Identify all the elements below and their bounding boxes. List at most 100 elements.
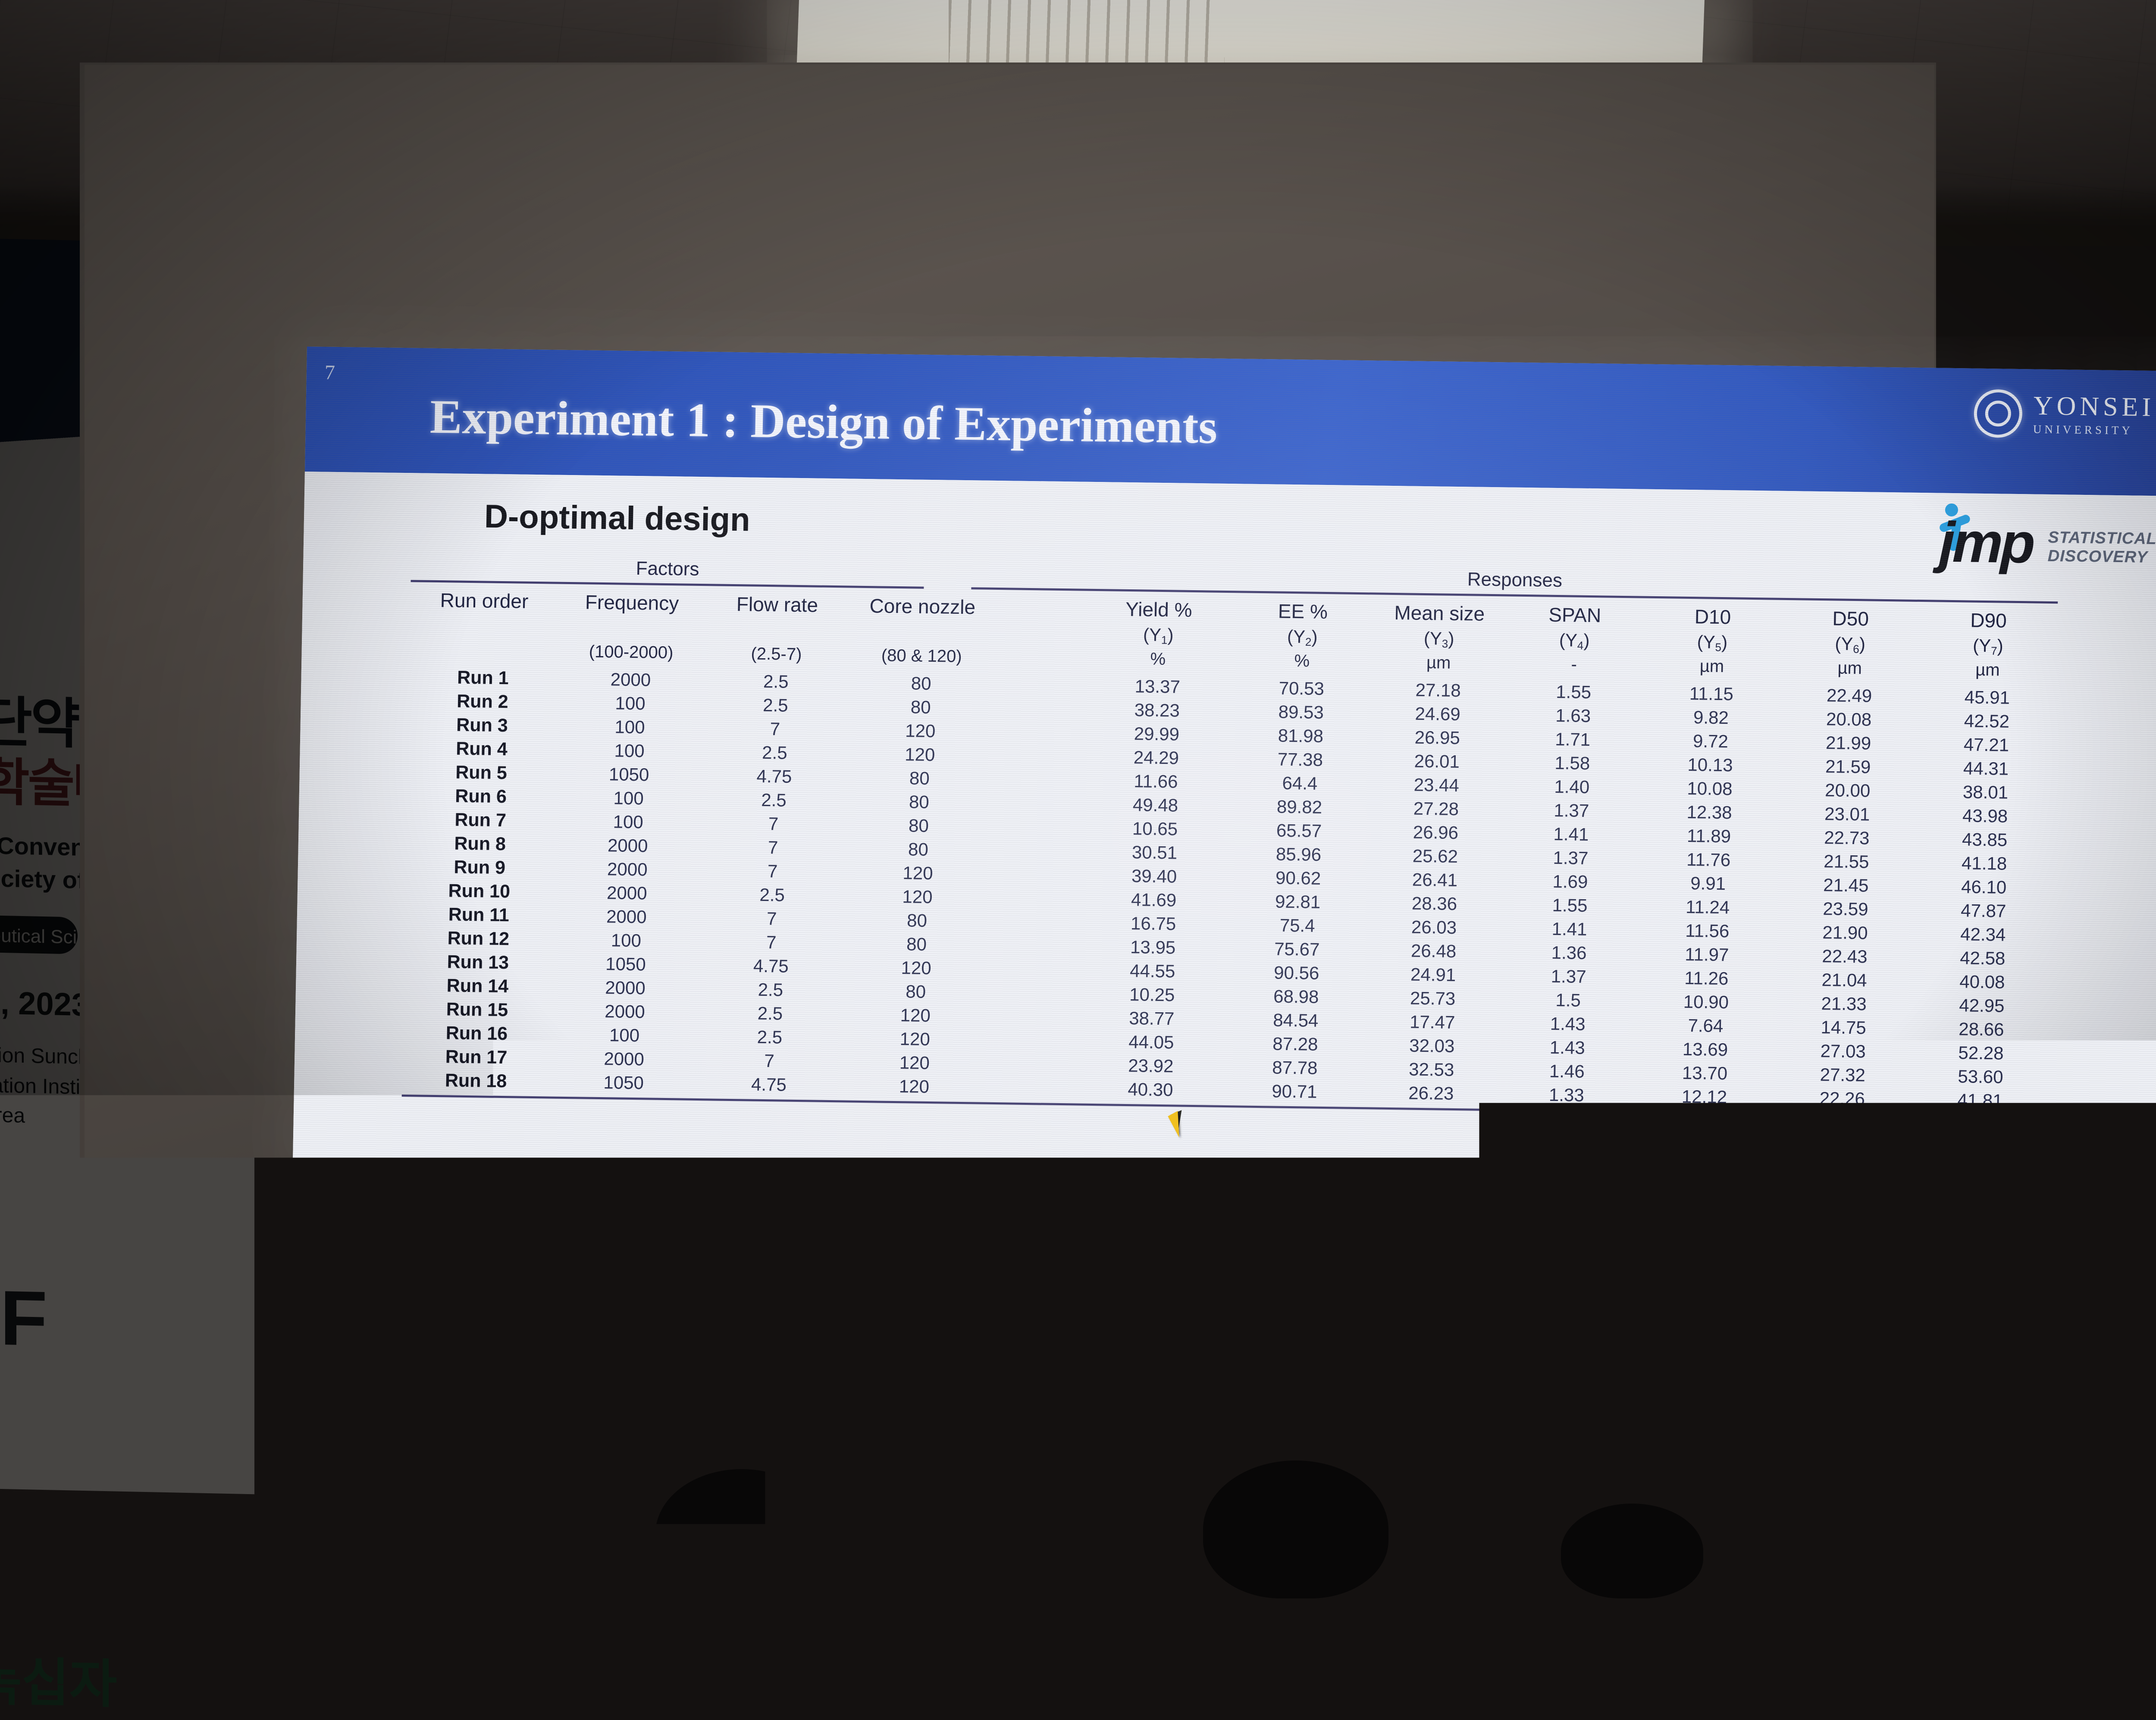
cell-freq: 1050	[549, 1070, 698, 1095]
col-header-mean-size: Mean size	[1373, 594, 1507, 628]
cell-run: Run 6	[407, 784, 555, 809]
cell-mean: 32.53	[1365, 1057, 1498, 1082]
cell-flow: 2.5	[698, 1025, 841, 1050]
cell-d50: 21.45	[1777, 873, 1915, 898]
cell-ee: 75.67	[1227, 937, 1367, 962]
cell-nozzle: 80	[843, 932, 991, 957]
cell-flow: 2.5	[699, 1001, 842, 1026]
cell-d90: 53.60	[1912, 1064, 2050, 1089]
cell-mean: 25.62	[1369, 844, 1502, 869]
cell-d90: 45.91	[1918, 685, 2056, 710]
cell-flow: 2.5	[701, 882, 844, 908]
row-spacer	[990, 910, 1079, 935]
jmp-logo: jmp STATISTICAL DISCOVERY	[1939, 506, 2156, 574]
cell-run: Run 17	[402, 1045, 551, 1070]
unit-mean-size: µm	[1372, 651, 1505, 679]
row-spacer	[994, 720, 1083, 745]
cell-span: 1.71	[1504, 727, 1642, 752]
cell-d50: 22.49	[1780, 683, 1918, 708]
cell-nozzle: 80	[845, 813, 993, 838]
cell-d50: 27.32	[1774, 1062, 1912, 1088]
row-spacer	[991, 862, 1080, 887]
cell-d10: 9.91	[1639, 871, 1777, 896]
cell-nozzle: 80	[845, 789, 993, 815]
cell-d50: 21.99	[1779, 730, 1918, 756]
cell-ee: 90.62	[1228, 866, 1368, 891]
cell-d10: 10.08	[1641, 776, 1779, 801]
cell-d90: 41.18	[1915, 851, 2053, 876]
cell-d90: 42.34	[1914, 922, 2052, 947]
cell-d50: 21.55	[1777, 849, 1916, 874]
cell-ee: 87.28	[1225, 1032, 1366, 1057]
code-spacer	[996, 622, 1085, 647]
cell-flow: 4.75	[702, 764, 846, 789]
cell-yield: 13.95	[1079, 935, 1227, 960]
code-d90: (Y7)	[1919, 634, 2057, 660]
code-mean-size: (Y3)	[1373, 626, 1506, 653]
cell-mean: 32.03	[1365, 1033, 1498, 1059]
row-spacer	[990, 981, 1078, 1006]
cell-d10: 10.13	[1641, 752, 1780, 778]
table-body: Run 1 2000 2.5 80 13.37 70.53 27.18 1.55 11.15 22…	[402, 665, 2056, 1113]
cell-d90: 46.10	[1915, 874, 2053, 900]
footer-conference-name: 2023 Fall International Convention of Th…	[301, 1317, 626, 1364]
cell-d10: 9.82	[1642, 705, 1780, 730]
doe-data-table: Run order Frequency Flow rate Core nozzl…	[402, 582, 2058, 1113]
cell-span: 1.33	[1498, 1082, 1636, 1108]
cell-d90: 42.52	[1918, 708, 2056, 734]
cell-mean: 24.91	[1366, 962, 1500, 988]
cell-d10: 11.89	[1640, 823, 1778, 849]
code-frequency	[558, 616, 706, 643]
cell-run: Run 3	[408, 713, 556, 738]
cell-span: 1.36	[1500, 940, 1638, 966]
cell-ee: 68.98	[1226, 984, 1366, 1010]
cell-nozzle: 80	[844, 837, 993, 862]
slide-title-band: 7 Experiment 1 : Design of Experiments Y…	[305, 347, 2156, 496]
cell-d10: 11.24	[1639, 894, 1777, 920]
cell-flow: 4.75	[699, 954, 843, 979]
cell-run: Run 12	[404, 926, 553, 951]
row-spacer	[989, 1004, 1078, 1029]
left-banner-sponsor-korean: 녹십자	[0, 1639, 117, 1717]
cell-d50: 22.73	[1778, 825, 1916, 851]
cell-flow: 7	[702, 811, 845, 837]
cell-freq: 1050	[552, 951, 700, 977]
doe-table: Factors Responses	[402, 555, 2059, 1118]
cell-yield: 41.69	[1080, 887, 1228, 913]
cell-d90: 47.87	[1914, 898, 2053, 923]
cell-ee: 64.4	[1229, 771, 1370, 796]
cell-flow: 7	[701, 859, 844, 884]
cell-d90: 44.31	[1917, 756, 2055, 781]
audience-head	[655, 1469, 828, 1598]
audience-head	[1561, 1504, 1703, 1598]
row-spacer	[994, 696, 1083, 721]
cell-d90: 38.01	[1916, 779, 2055, 805]
col-spacer	[996, 590, 1085, 623]
cell-flow: 2.5	[699, 977, 842, 1003]
cell-d10: 11.76	[1639, 847, 1778, 873]
col-header-flow-rate: Flow rate	[705, 586, 849, 619]
presentation-slide: 7 Experiment 1 : Design of Experiments Y…	[288, 347, 2156, 1457]
cell-freq: 100	[556, 691, 705, 716]
cell-flow: 7	[703, 716, 846, 742]
code-core-nozzle	[848, 619, 996, 646]
cell-mean: 27.28	[1369, 796, 1503, 822]
cell-yield: 16.75	[1079, 911, 1228, 936]
cell-span: 1.5	[1499, 988, 1637, 1013]
cell-freq: 2000	[553, 880, 701, 906]
yonsei-name: YONSEI	[2033, 392, 2155, 421]
yonsei-seal-inner-icon	[1985, 400, 2011, 427]
left-banner-letter: F	[0, 1273, 47, 1363]
cell-freq: 2000	[557, 667, 705, 692]
cell-span: 1.58	[1503, 751, 1642, 776]
jmp-tagline: STATISTICAL DISCOVERY	[2047, 529, 2156, 574]
cell-flow: 7	[700, 906, 843, 932]
cell-yield: 10.25	[1078, 982, 1226, 1007]
cell-freq: 2000	[550, 1046, 698, 1072]
cell-run: Run 5	[407, 760, 555, 785]
row-spacer	[988, 1076, 1077, 1101]
cell-ee: 75.4	[1227, 913, 1368, 938]
cell-yield: 38.23	[1083, 697, 1232, 723]
cell-d90: 42.58	[1913, 945, 2052, 971]
cell-freq: 2000	[551, 999, 699, 1024]
